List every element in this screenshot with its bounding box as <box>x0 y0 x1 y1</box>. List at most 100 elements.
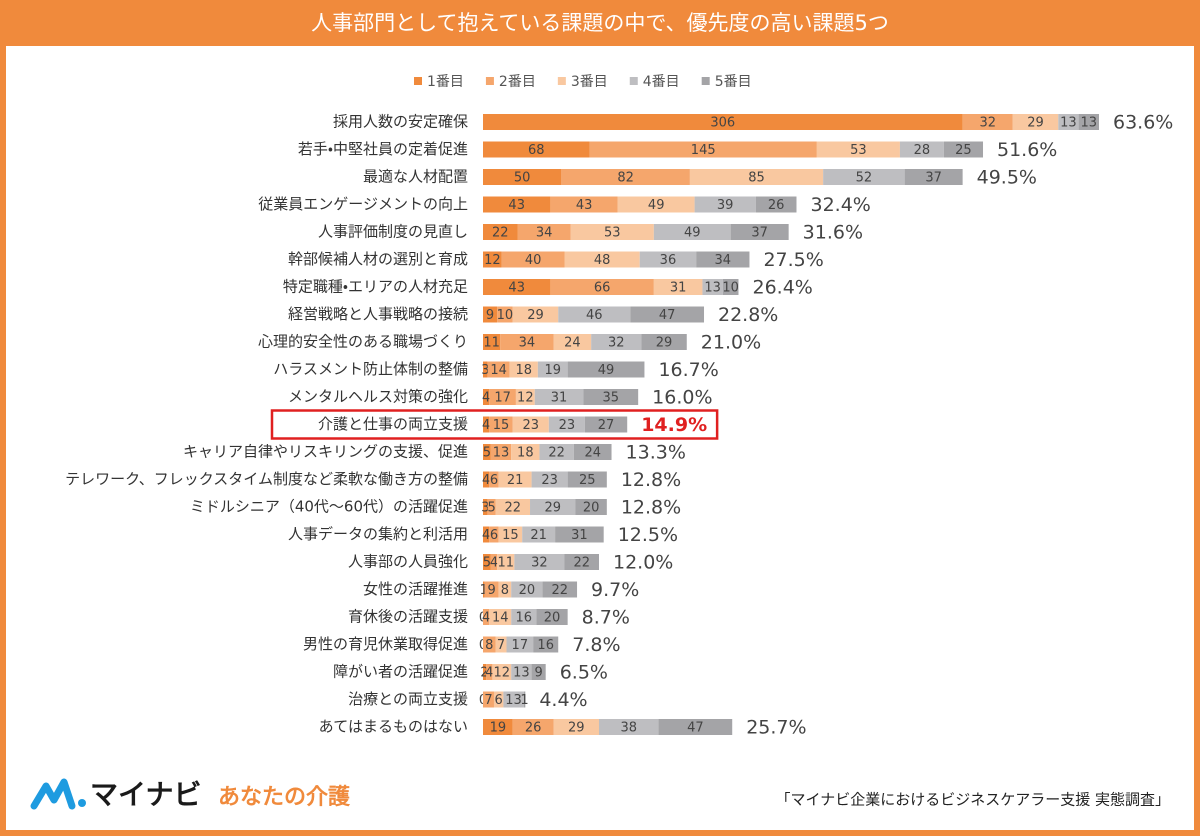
data-label: 22 <box>573 556 590 571</box>
data-label: 18 <box>517 446 534 461</box>
bar-segment <box>487 499 496 515</box>
bar-segment <box>533 636 559 653</box>
bar-segment <box>509 361 538 378</box>
data-label: 4 <box>485 666 493 681</box>
total-label: 51.6% <box>997 139 1057 161</box>
category-label: 採用人数の安定確保 <box>333 113 468 131</box>
data-label: 14 <box>490 363 507 378</box>
category-label: 特定職種・エリアの人材充足 <box>283 278 468 296</box>
bar-segment <box>506 636 534 653</box>
bar-segment <box>483 114 963 130</box>
bar-segment <box>483 196 551 213</box>
bar-segment <box>498 526 523 543</box>
legend-swatch <box>485 77 494 85</box>
data-label: 49 <box>648 198 665 213</box>
data-label: 12 <box>517 391 534 406</box>
data-label: 47 <box>687 721 704 736</box>
total-label: 12.8% <box>621 469 681 491</box>
total-label: 12.5% <box>618 524 678 546</box>
data-label: 29 <box>568 721 585 736</box>
data-label: 34 <box>536 226 553 241</box>
bar-segment <box>539 444 574 460</box>
bar-segment <box>689 169 824 185</box>
total-label: 25.7% <box>746 717 806 739</box>
bar-segment <box>515 389 535 405</box>
bar-segment <box>598 719 659 735</box>
data-label: 7 <box>497 638 505 653</box>
category-label: あてはまるものはない <box>319 718 468 736</box>
data-label: 3 <box>481 501 489 516</box>
data-label: 50 <box>514 171 531 186</box>
data-label: 85 <box>748 171 765 186</box>
total-label: 12.8% <box>621 497 681 519</box>
logo: マイナビ あなたの介護 <box>30 778 351 811</box>
data-label: 2 <box>480 666 488 681</box>
data-label: 22 <box>492 226 509 241</box>
legend-label: 1番目 <box>427 74 464 90</box>
data-label: 28 <box>914 143 931 158</box>
data-label: 18 <box>515 363 532 378</box>
bar-segment <box>483 361 488 378</box>
bar-segment <box>531 471 568 488</box>
data-label: 24 <box>564 336 581 351</box>
bar-segment <box>489 416 513 433</box>
category-label: メンタルヘルス対策の強化 <box>288 388 468 406</box>
legend-swatch <box>701 77 710 85</box>
data-label: 36 <box>660 253 677 268</box>
category-label: 幹部候補人材の選別と育成 <box>288 250 468 268</box>
bar-segment <box>630 306 705 323</box>
data-label: 21 <box>507 473 524 488</box>
bar-segment <box>555 526 604 543</box>
category-label: 治療との両立支援 <box>348 690 468 708</box>
total-label: 13.3% <box>626 442 686 464</box>
bar-segment <box>755 196 797 213</box>
bar-segment <box>558 306 631 323</box>
data-label: 16 <box>537 638 554 653</box>
bar-segment <box>537 361 568 378</box>
highlight-box <box>270 409 719 440</box>
data-label: 19 <box>490 721 507 736</box>
legend-label: 5番目 <box>715 74 752 90</box>
data-label: 52 <box>856 171 873 186</box>
bar-segment <box>1012 114 1059 130</box>
bar-segment <box>899 141 944 158</box>
data-label: 11 <box>483 336 500 351</box>
bar-segment <box>483 334 501 350</box>
data-label: 12 <box>484 253 501 268</box>
data-label: 10 <box>497 308 514 323</box>
bar-segment <box>483 526 490 543</box>
data-label: 34 <box>715 253 732 268</box>
data-label: 8 <box>501 583 509 598</box>
bar-segment <box>730 224 789 240</box>
data-label: 6 <box>490 528 498 543</box>
data-label: 25 <box>955 143 972 158</box>
bar-segment <box>487 361 510 378</box>
data-label: 29 <box>544 501 561 516</box>
data-label: 23 <box>541 473 558 488</box>
data-label: 22 <box>552 583 569 598</box>
bar-segment <box>575 499 607 515</box>
bar-segment <box>486 664 493 680</box>
data-label: 37 <box>751 226 768 241</box>
bar-segment <box>534 389 584 405</box>
legend-label: 4番目 <box>643 74 680 90</box>
total-label: 9.7% <box>591 579 639 601</box>
logo-dot <box>78 799 86 807</box>
data-label: 31 <box>670 281 687 296</box>
data-label: 13 <box>513 666 530 681</box>
data-label: 24 <box>584 446 601 461</box>
bar-segment <box>531 664 546 680</box>
total-label: 4.4% <box>539 689 587 711</box>
data-label: 29 <box>656 336 673 351</box>
bar-segment <box>498 471 532 488</box>
data-label: 9 <box>486 308 494 323</box>
data-label: 17 <box>512 638 529 653</box>
data-label: 32 <box>608 336 625 351</box>
bar-segment <box>483 581 485 598</box>
data-label: 14 <box>492 611 509 626</box>
bar-segment <box>514 554 565 570</box>
bar-segment <box>536 609 568 625</box>
data-label: 29 <box>1027 116 1044 131</box>
data-label: 53 <box>850 143 867 158</box>
